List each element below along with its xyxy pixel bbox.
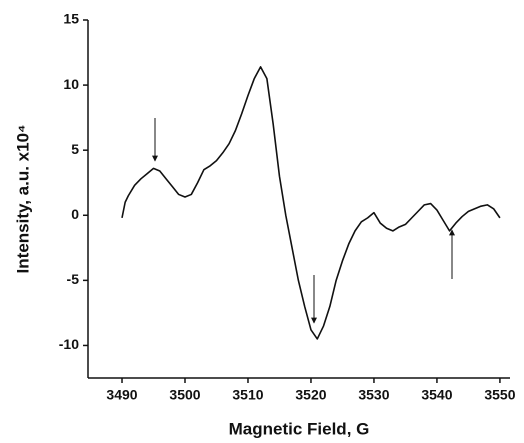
y-tick-label: -5 (67, 271, 80, 287)
y-tick-label: 15 (63, 11, 79, 27)
y-tick-label: 5 (71, 141, 79, 157)
x-tick-label: 3540 (421, 387, 452, 403)
x-tick-label: 3500 (169, 387, 200, 403)
spectrum-line (121, 66, 501, 340)
x-axis-title: Magnetic Field, G (229, 419, 370, 438)
x-tick-label: 3490 (106, 387, 137, 403)
x-tick-label: 3520 (295, 387, 326, 403)
x-tick-label: 3530 (358, 387, 389, 403)
y-axis-title: Intensity, a.u. x10⁴ (13, 125, 32, 274)
x-tick-label: 3550 (484, 387, 515, 403)
x-tick-label: 3510 (232, 387, 263, 403)
y-tick-label: 0 (71, 206, 79, 222)
y-tick-label: -10 (59, 336, 79, 352)
y-tick-label: 10 (63, 76, 79, 92)
